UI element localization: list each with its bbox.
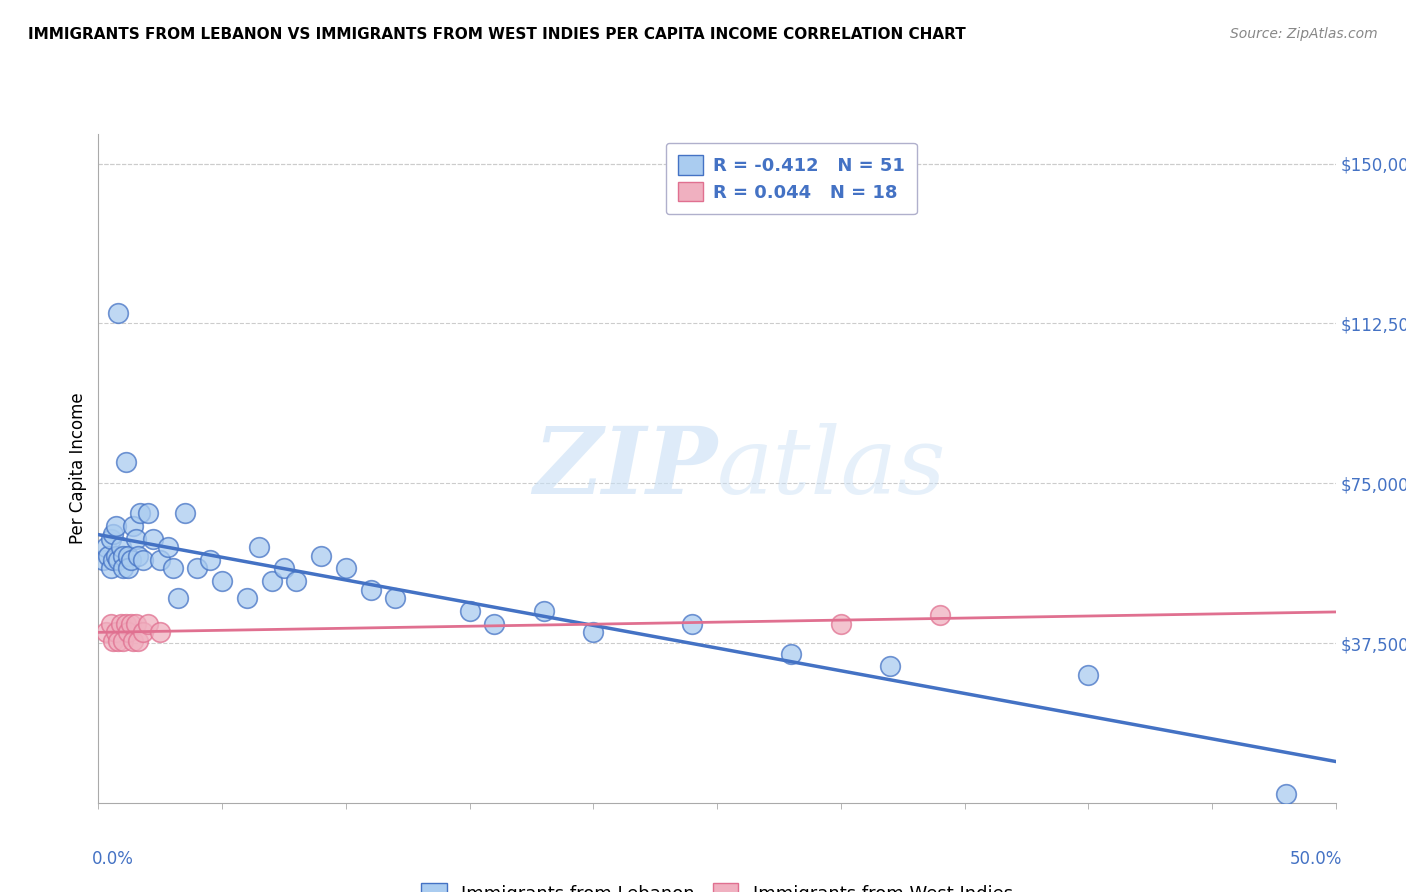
Point xyxy=(285,574,308,589)
Point xyxy=(830,616,852,631)
Point xyxy=(136,616,159,631)
Point xyxy=(117,625,139,640)
Point xyxy=(122,518,145,533)
Point xyxy=(132,625,155,640)
Point xyxy=(1077,668,1099,682)
Point xyxy=(198,553,221,567)
Point xyxy=(104,518,127,533)
Point xyxy=(582,625,605,640)
Point xyxy=(114,616,136,631)
Point xyxy=(94,540,117,554)
Point xyxy=(100,616,122,631)
Point xyxy=(162,561,184,575)
Point xyxy=(309,549,332,563)
Point xyxy=(132,553,155,567)
Text: atlas: atlas xyxy=(717,424,946,513)
Point xyxy=(156,540,179,554)
Text: 0.0%: 0.0% xyxy=(93,849,134,868)
Point xyxy=(124,532,146,546)
Point xyxy=(335,561,357,575)
Point xyxy=(107,306,129,320)
Legend: Immigrants from Lebanon, Immigrants from West Indies: Immigrants from Lebanon, Immigrants from… xyxy=(411,872,1024,892)
Point xyxy=(100,561,122,575)
Point xyxy=(120,616,142,631)
Point xyxy=(104,549,127,563)
Text: IMMIGRANTS FROM LEBANON VS IMMIGRANTS FROM WEST INDIES PER CAPITA INCOME CORRELA: IMMIGRANTS FROM LEBANON VS IMMIGRANTS FR… xyxy=(28,27,966,42)
Point xyxy=(236,591,259,606)
Point xyxy=(149,553,172,567)
Point xyxy=(533,604,555,618)
Point xyxy=(103,633,125,648)
Point xyxy=(174,506,197,520)
Point xyxy=(124,616,146,631)
Point xyxy=(166,591,188,606)
Point xyxy=(110,616,132,631)
Point xyxy=(149,625,172,640)
Point xyxy=(211,574,233,589)
Point xyxy=(112,633,135,648)
Point xyxy=(928,608,950,623)
Point xyxy=(1275,787,1298,801)
Point xyxy=(104,625,127,640)
Point xyxy=(117,561,139,575)
Y-axis label: Per Capita Income: Per Capita Income xyxy=(69,392,87,544)
Point xyxy=(107,633,129,648)
Point xyxy=(112,549,135,563)
Point xyxy=(780,647,803,661)
Point xyxy=(136,506,159,520)
Point xyxy=(273,561,295,575)
Text: Source: ZipAtlas.com: Source: ZipAtlas.com xyxy=(1230,27,1378,41)
Point xyxy=(127,549,149,563)
Point xyxy=(122,633,145,648)
Point xyxy=(93,553,115,567)
Point xyxy=(103,527,125,541)
Text: 50.0%: 50.0% xyxy=(1289,849,1341,868)
Point xyxy=(681,616,703,631)
Point xyxy=(260,574,283,589)
Point xyxy=(107,553,129,567)
Point xyxy=(384,591,406,606)
Point xyxy=(129,506,152,520)
Point xyxy=(247,540,270,554)
Point xyxy=(114,455,136,469)
Point xyxy=(360,582,382,597)
Point xyxy=(103,553,125,567)
Point xyxy=(879,659,901,673)
Point xyxy=(112,561,135,575)
Point xyxy=(100,532,122,546)
Text: ZIP: ZIP xyxy=(533,424,717,513)
Point xyxy=(142,532,165,546)
Point xyxy=(458,604,481,618)
Point xyxy=(117,549,139,563)
Point xyxy=(186,561,208,575)
Point xyxy=(110,540,132,554)
Point xyxy=(127,633,149,648)
Point xyxy=(97,549,120,563)
Point xyxy=(120,553,142,567)
Point xyxy=(94,625,117,640)
Point xyxy=(484,616,506,631)
